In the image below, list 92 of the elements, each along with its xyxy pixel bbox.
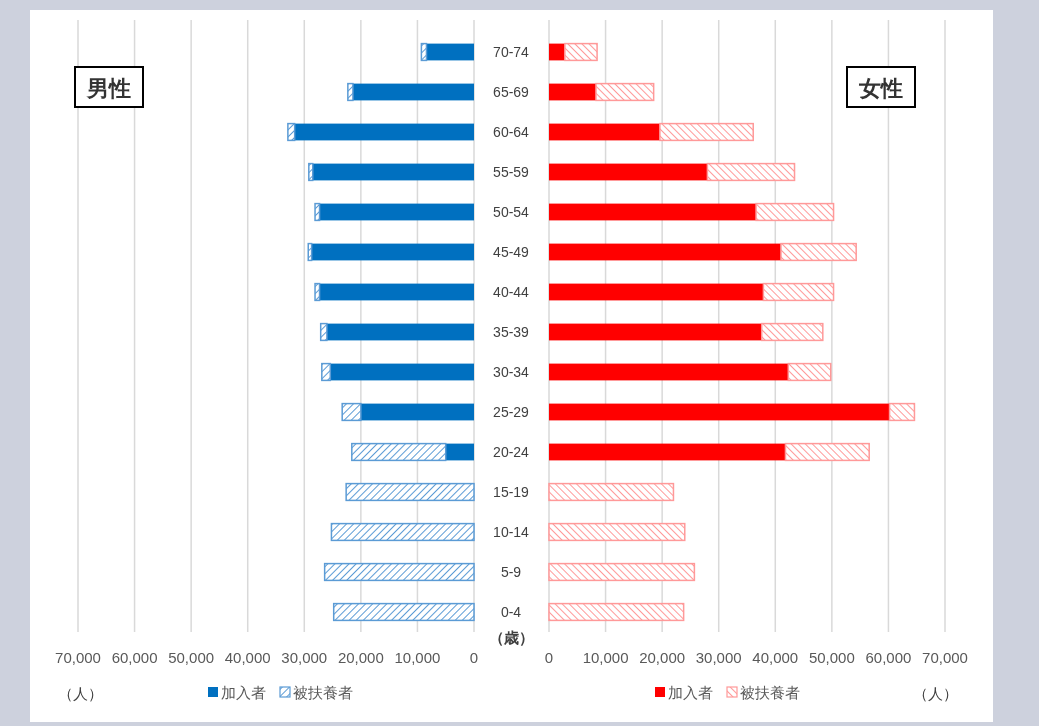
- y-tick-label: 15-19: [493, 484, 530, 500]
- y-tick-label: 40-44: [493, 284, 530, 300]
- bar: [319, 203, 474, 221]
- y-tick-label: 50-54: [493, 204, 530, 220]
- bar: [549, 43, 565, 61]
- y-tick-label: 70-74: [493, 44, 530, 60]
- x-tick-label: 0: [469, 649, 479, 666]
- x-tick-label: 0: [544, 649, 554, 666]
- bar: [323, 562, 475, 582]
- bar: [332, 602, 475, 622]
- x-tick-label: 60,000: [111, 649, 158, 666]
- bar: [659, 122, 754, 142]
- bar: [347, 82, 354, 102]
- x-axis-title: （人）: [912, 685, 958, 702]
- bar: [784, 442, 870, 462]
- bar: [314, 282, 321, 302]
- bar: [445, 443, 474, 461]
- bar: [549, 83, 596, 101]
- bar: [330, 522, 475, 542]
- y-tick-label: 30-34: [493, 364, 530, 380]
- bar: [319, 322, 328, 342]
- x-tick-label: 30,000: [695, 649, 742, 666]
- bar: [287, 122, 296, 142]
- y-tick-label: 60-64: [493, 124, 530, 140]
- bar: [549, 123, 660, 141]
- bar: [760, 322, 824, 342]
- x-tick-label: 10,000: [582, 649, 629, 666]
- legend-label: 被扶養者: [293, 684, 353, 701]
- y-tick-label: 55-59: [493, 164, 530, 180]
- x-tick-label: 20,000: [639, 649, 686, 666]
- bar: [549, 283, 764, 301]
- x-tick-label: 30,000: [281, 649, 328, 666]
- bar: [762, 282, 835, 302]
- bar: [311, 243, 474, 261]
- bar: [755, 202, 835, 222]
- bar: [330, 363, 474, 381]
- bar: [351, 442, 447, 462]
- bar: [308, 162, 314, 182]
- y-tick-label: 20-24: [493, 444, 530, 460]
- bar: [548, 482, 675, 502]
- bar: [314, 202, 321, 222]
- bar: [787, 362, 832, 382]
- bar: [595, 82, 655, 102]
- bar: [294, 123, 474, 141]
- y-tick-label: 10-14: [493, 524, 530, 540]
- bar: [548, 602, 685, 622]
- y-tick-label: 25-29: [493, 404, 530, 420]
- y-tick-label: 35-39: [493, 324, 530, 340]
- bar: [549, 443, 786, 461]
- bar: [326, 323, 474, 341]
- bar: [888, 402, 916, 422]
- x-tick-label: 50,000: [168, 649, 215, 666]
- bar: [549, 323, 762, 341]
- x-tick-label: 40,000: [752, 649, 799, 666]
- bar: [548, 522, 686, 542]
- y-tick-label: 0-4: [500, 604, 522, 620]
- y-tick-label: 65-69: [493, 84, 530, 100]
- x-tick-label: 20,000: [337, 649, 384, 666]
- text: 男性: [86, 76, 131, 101]
- bar: [360, 403, 474, 421]
- bar: [321, 362, 332, 382]
- bar: [312, 163, 474, 181]
- x-tick-label: 40,000: [224, 649, 271, 666]
- legend-label: 加入者: [668, 684, 713, 701]
- legend-label: 被扶養者: [740, 684, 800, 701]
- legend-label: 加入者: [221, 684, 266, 701]
- y-axis-title: （歳）: [488, 629, 534, 646]
- x-axis-title: （人）: [57, 685, 103, 702]
- bar: [706, 162, 796, 182]
- bar: [352, 83, 474, 101]
- x-tick-label: 60,000: [865, 649, 912, 666]
- x-tick-label: 70,000: [55, 649, 101, 666]
- bar: [549, 203, 757, 221]
- bar: [549, 363, 789, 381]
- y-tick-label: 45-49: [493, 244, 530, 260]
- bar: [319, 283, 474, 301]
- bar: [426, 43, 474, 61]
- bar: [345, 482, 475, 502]
- bar: [549, 243, 781, 261]
- x-tick-label: 70,000: [922, 649, 968, 666]
- bar: [341, 402, 362, 422]
- x-tick-label: 10,000: [394, 649, 441, 666]
- bar: [564, 42, 598, 62]
- bar: [780, 242, 857, 262]
- bar: [549, 403, 890, 421]
- y-tick-label: 5-9: [500, 564, 522, 580]
- bar: [548, 562, 696, 582]
- bar: [307, 242, 313, 262]
- text: 女性: [858, 76, 903, 101]
- x-tick-label: 50,000: [808, 649, 855, 666]
- bar: [549, 163, 708, 181]
- bar: [420, 42, 428, 62]
